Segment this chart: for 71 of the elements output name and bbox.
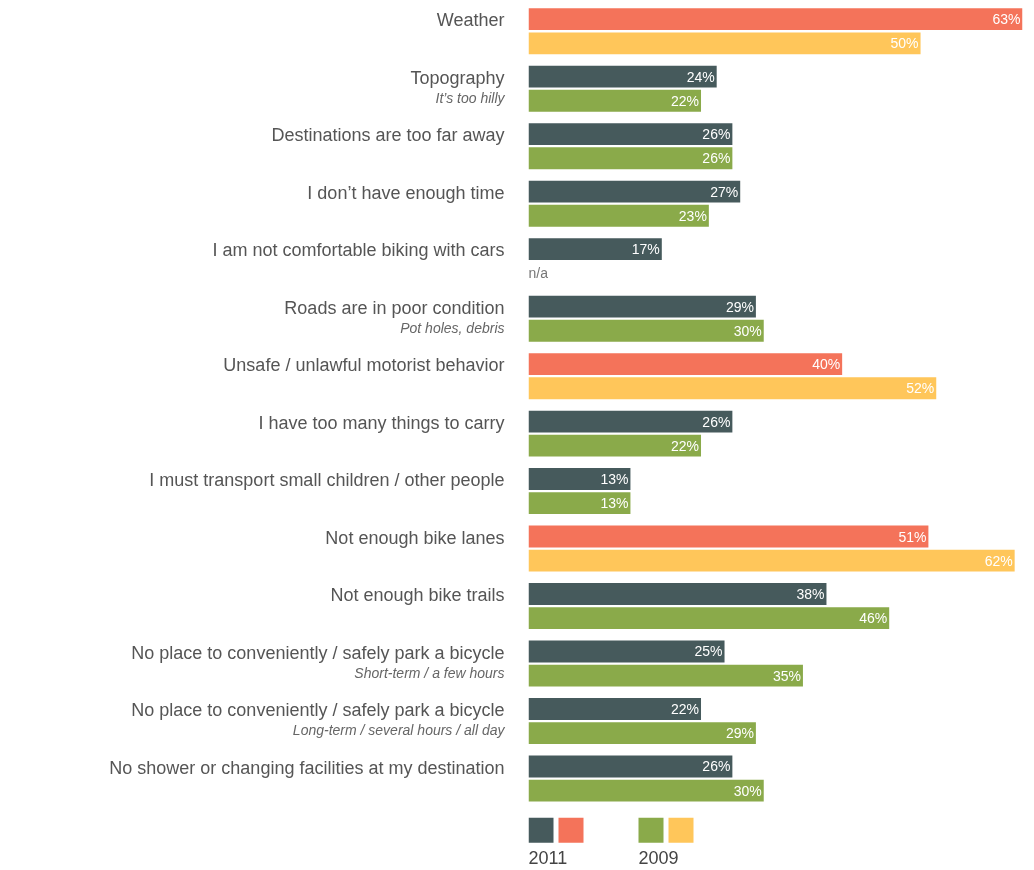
data-label: 29% <box>725 725 754 742</box>
data-label: 13% <box>600 471 629 488</box>
data-label: 27% <box>710 183 739 200</box>
data-label: 62% <box>984 552 1013 569</box>
y-tick-label: I have too many things to carry <box>258 412 505 433</box>
bar <box>528 238 662 261</box>
y-tick-label: Weather <box>436 10 505 31</box>
data-label: 22% <box>670 92 700 109</box>
bar <box>528 123 733 146</box>
bar <box>528 410 733 433</box>
bar <box>528 779 764 802</box>
bar <box>528 32 921 55</box>
data-label: 46% <box>859 610 888 627</box>
bar <box>528 204 709 227</box>
bar <box>528 640 725 663</box>
bar <box>528 722 756 745</box>
bar <box>528 549 1015 572</box>
y-tick-label: No shower or changing facilities at my destination <box>109 757 505 778</box>
y-tick-label: I must transport small children / other people <box>149 470 505 491</box>
data-label: 52% <box>906 380 935 397</box>
bar <box>528 468 631 490</box>
data-label: 26% <box>702 150 731 167</box>
data-label: 23% <box>678 207 707 224</box>
y-tick-label: I don’t have enough time <box>307 182 505 203</box>
y-tick-label: I am not comfortable biking with cars <box>212 240 505 261</box>
data-label: 38% <box>796 586 825 602</box>
data-label: 29% <box>725 298 754 315</box>
bar <box>528 525 929 548</box>
bar <box>528 8 1023 31</box>
bar <box>528 295 756 318</box>
bar <box>528 89 702 112</box>
bar <box>528 434 702 457</box>
data-label: 51% <box>898 528 927 545</box>
y-tick-label: No place to conveniently / safely park a bicycle Long-term / several hours / all day <box>131 700 506 739</box>
data-label: 22% <box>670 437 700 454</box>
bar <box>528 583 827 605</box>
y-tick-label: Roads are in poor condition Pot holes, debris <box>284 297 505 336</box>
data-label: 13% <box>600 495 629 512</box>
data-label: 17% <box>631 241 660 258</box>
y-tick-label: No place to conveniently / safely park a bicycle Short-term / a few hours <box>131 642 505 681</box>
bar <box>528 147 733 170</box>
bar <box>528 353 843 375</box>
data-label: 24% <box>686 68 715 85</box>
bar <box>528 755 733 778</box>
data-label: 22% <box>670 700 700 717</box>
bar <box>528 698 702 720</box>
data-label: 26% <box>702 413 731 430</box>
data-label: 40% <box>812 356 841 373</box>
data-label: 30% <box>733 782 762 799</box>
data-label: 35% <box>772 667 801 684</box>
bar <box>528 664 803 687</box>
y-tick-label: Topography It’s too hilly <box>410 67 506 106</box>
bar <box>528 319 764 342</box>
data-label: 26% <box>702 758 731 775</box>
bar <box>528 180 741 203</box>
y-tick-label: Not enough bike trails <box>330 585 505 606</box>
data-label: 26% <box>702 126 731 143</box>
legend-label: 2009 <box>638 847 679 868</box>
data-label: 25% <box>694 643 723 660</box>
y-tick-label: Unsafe / unlawful motorist behavior <box>223 355 505 376</box>
legend-label: 2011 <box>528 847 568 868</box>
bar <box>528 377 937 400</box>
text: n/a <box>528 265 548 282</box>
y-tick-label: Not enough bike lanes <box>325 527 505 548</box>
bar <box>528 65 717 88</box>
data-label: 50% <box>890 35 919 52</box>
y-tick-label: Destinations are too far away <box>271 125 505 146</box>
data-label: 30% <box>733 322 762 339</box>
bar <box>528 607 890 630</box>
data-label: 63% <box>992 11 1021 28</box>
bar <box>528 492 631 515</box>
